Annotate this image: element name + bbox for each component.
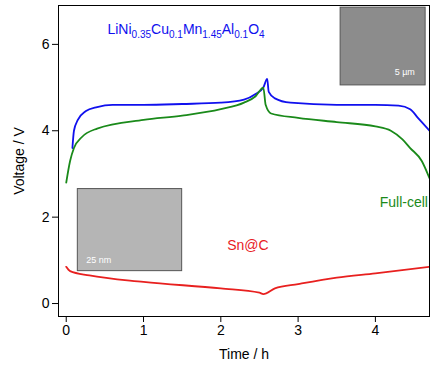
svg-text:4: 4	[371, 322, 379, 338]
svg-text:2: 2	[42, 209, 50, 225]
svg-text:0: 0	[62, 322, 70, 338]
svg-text:2: 2	[217, 322, 225, 338]
svg-text:6: 6	[42, 36, 50, 52]
svg-text:Time / h: Time / h	[219, 346, 269, 362]
svg-text:Voltage / V: Voltage / V	[11, 126, 27, 194]
svg-text:Sn@C: Sn@C	[227, 237, 268, 253]
svg-text:25 nm: 25 nm	[86, 255, 111, 265]
svg-text:4: 4	[42, 122, 50, 138]
svg-text:3: 3	[294, 322, 302, 338]
svg-text:LiNi0.35Cu0.1Mn1.45Al0.1O4: LiNi0.35Cu0.1Mn1.45Al0.1O4	[107, 21, 265, 40]
svg-text:1: 1	[140, 322, 148, 338]
svg-text:Full-cell: Full-cell	[380, 194, 428, 210]
svg-text:0: 0	[42, 295, 50, 311]
svg-text:5 µm: 5 µm	[395, 67, 415, 77]
